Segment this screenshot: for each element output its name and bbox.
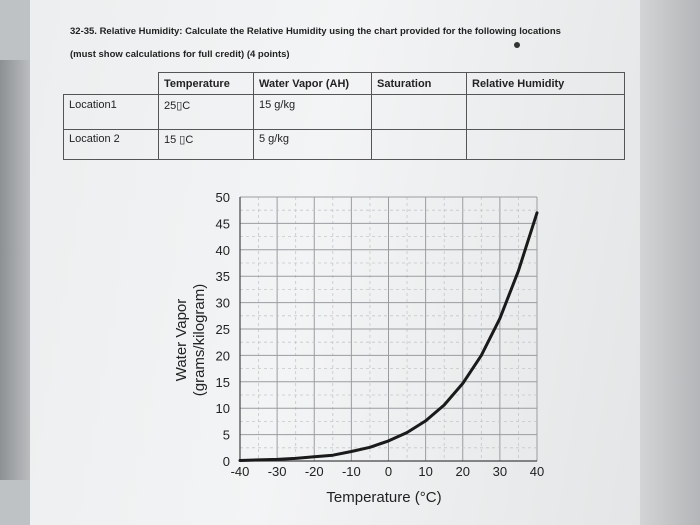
- y-tick-label: 10: [216, 401, 230, 416]
- chart-series: [238, 211, 539, 462]
- question-line-1: 32-35. Relative Humidity: Calculate the …: [70, 26, 561, 37]
- table-row: Location 2 15 ▯C 5 g/kg: [63, 129, 625, 160]
- x-tick-label: 0: [385, 464, 392, 479]
- curve-point: [442, 403, 446, 407]
- x-tick-label: -40: [231, 464, 250, 479]
- y-tick-label: 5: [223, 428, 230, 443]
- header-cell: Saturation: [371, 72, 467, 95]
- x-axis-label: Temperature (°C): [326, 489, 441, 506]
- y-tick-label: 0: [223, 454, 230, 469]
- y-tick-label: 45: [216, 216, 230, 231]
- curve-point: [480, 354, 483, 357]
- humidity-table: Temperature Water Vapor (AH) Saturation …: [63, 72, 625, 160]
- curve-point: [535, 211, 539, 215]
- y-axis-label-group: Water Vapor (grams/kilogram): [173, 284, 208, 397]
- curve-point: [424, 419, 427, 423]
- x-tick-label: -20: [305, 464, 324, 479]
- table-header-row: Temperature Water Vapor (AH) Saturation …: [63, 72, 625, 95]
- question-line-2: (must show calculations for full credit)…: [70, 49, 290, 60]
- y-tick-label: 50: [216, 190, 230, 205]
- curve-point: [461, 382, 464, 385]
- y-tick-label: 30: [216, 296, 230, 311]
- curve-point: [275, 458, 279, 461]
- curve-point: [368, 446, 372, 449]
- y-axis-label-line-2: (grams/kilogram): [191, 284, 208, 397]
- relative-humidity-answer-cell[interactable]: [466, 129, 625, 160]
- x-tick-label: -10: [342, 464, 361, 479]
- x-tick-labels: -40 -30 -20 -10 0 10 20 30 40: [231, 464, 545, 479]
- curve-point: [294, 457, 297, 460]
- curve-point: [405, 431, 409, 434]
- y-axis-label-line-1: Water Vapor: [173, 299, 190, 382]
- curve-point: [257, 458, 260, 462]
- x-tick-label: -30: [268, 464, 287, 479]
- x-tick-label: 20: [456, 464, 470, 479]
- y-tick-label: 15: [216, 375, 230, 390]
- relative-humidity-answer-cell[interactable]: [466, 94, 625, 130]
- y-tick-label: 20: [216, 348, 230, 363]
- chart-grid: [239, 196, 538, 462]
- curve-point: [387, 439, 390, 443]
- table-cell: 15 g/kg: [253, 94, 372, 130]
- table-cell: Location 2: [63, 129, 159, 160]
- curve-point: [350, 450, 353, 453]
- y-tick-label: 35: [216, 269, 230, 284]
- right-glare: [640, 0, 700, 525]
- y-tick-label: 25: [216, 322, 230, 337]
- curve-point: [313, 455, 316, 458]
- curve-point: [238, 459, 242, 462]
- y-tick-label: 40: [216, 243, 230, 258]
- curve-point: [517, 269, 520, 273]
- curve-point: [498, 317, 502, 320]
- pen-dot: [514, 42, 520, 48]
- saturation-answer-cell[interactable]: [371, 129, 467, 160]
- x-tick-label: 30: [493, 464, 507, 479]
- x-tick-label: 10: [418, 464, 432, 479]
- y-tick-labels: 0 5 10 15 20 25 30 35 40 45 50: [216, 190, 230, 469]
- x-tick-label: 40: [530, 464, 544, 479]
- curve-point: [331, 453, 335, 457]
- table-cell: Location1: [63, 94, 159, 130]
